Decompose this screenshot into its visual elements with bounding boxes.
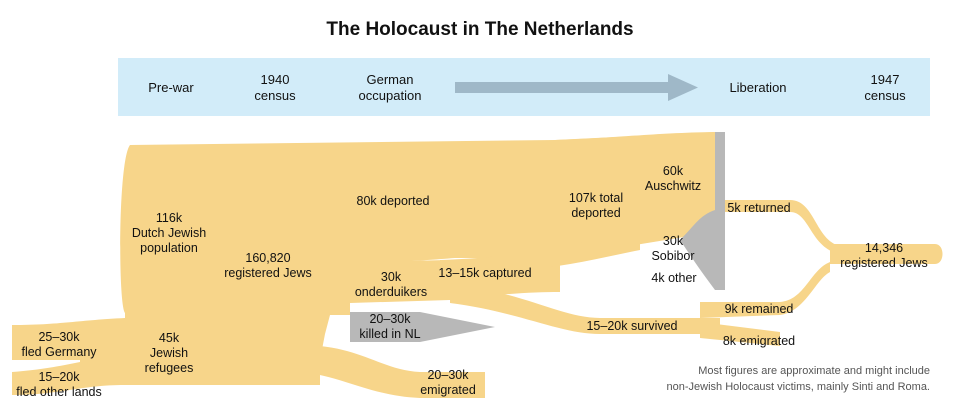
label-fled-germany-line2: fled Germany <box>21 345 97 359</box>
label-returned: 5k returned <box>727 201 790 215</box>
registered-1947-flow <box>830 244 943 264</box>
label-emigrated-8k: 8k emigrated <box>723 334 795 348</box>
label-registered-line1: 160,820 <box>245 251 290 265</box>
label-refugees-line2: Jewish <box>150 346 188 360</box>
survived-flow <box>450 285 720 334</box>
label-fled-other-line1: 15–20k <box>38 370 80 384</box>
label-killed-line1: 20–30k <box>369 312 411 326</box>
label-auschwitz-line1: 60k <box>663 164 684 178</box>
label-remained: 9k remained <box>725 302 794 316</box>
label-total-deported-line1: 107k total <box>569 191 623 205</box>
deported-flow <box>555 132 715 258</box>
emigrated-20-30k-flow <box>300 345 485 398</box>
flow-shapes <box>12 132 943 398</box>
timeline-1947-census-line2: census <box>864 88 906 103</box>
label-onderduikers-line1: 30k <box>381 270 402 284</box>
label-registered-line2: registered Jews <box>224 266 312 280</box>
timeline-1940-census-line2: census <box>254 88 296 103</box>
remained-flow <box>700 262 830 318</box>
label-fled-other-line2: fled other lands <box>16 385 101 399</box>
label-sobibor-line1: 30k <box>663 234 684 248</box>
label-other: 4k other <box>651 271 696 285</box>
diagram-title: The Holocaust in The Netherlands <box>326 19 633 40</box>
label-deported: 80k deported <box>357 194 430 208</box>
timeline-1947-census-line1: 1947 <box>871 72 900 87</box>
timeline-liberation: Liberation <box>729 80 786 95</box>
label-emigrated-line1: 20–30k <box>427 368 469 382</box>
emigrated-8k-flow <box>700 322 780 346</box>
label-killed-line2: killed in NL <box>359 327 420 341</box>
timeline-arrow-icon <box>455 74 698 101</box>
returned-flow <box>715 200 840 254</box>
label-refugees-line3: refugees <box>145 361 194 375</box>
timeline-prewar: Pre-war <box>148 80 194 95</box>
flow-labels: 116k Dutch Jewish population 160,820 reg… <box>16 164 928 399</box>
label-fled-germany-line1: 25–30k <box>38 330 80 344</box>
label-1947-registered-line2: registered Jews <box>840 256 928 270</box>
label-onderduikers-line2: onderduikers <box>355 285 427 299</box>
label-dutch-line1: 116k <box>156 211 183 225</box>
timeline-band: Pre-war 1940 census German occupation Li… <box>118 58 930 116</box>
footnote-line1: Most figures are approximate and might i… <box>698 365 930 377</box>
label-survived: 15–20k survived <box>586 319 677 333</box>
label-dutch-line3: population <box>140 241 198 255</box>
timeline-occupation-line2: occupation <box>359 88 422 103</box>
label-total-deported-line2: deported <box>571 206 620 220</box>
deportation-bar <box>680 132 725 290</box>
label-auschwitz-line2: Auschwitz <box>645 179 701 193</box>
footnote-line2: non-Jewish Holocaust victims, mainly Sin… <box>667 381 931 393</box>
label-sobibor-line2: Sobibor <box>651 249 694 263</box>
label-1947-registered-line1: 14,346 <box>865 241 903 255</box>
loss-shapes <box>350 132 725 342</box>
label-emigrated-line2: emigrated <box>420 383 476 397</box>
label-refugees-line1: 45k <box>159 331 180 345</box>
timeline-occupation-line1: German <box>367 72 414 87</box>
killed-in-nl-wedge <box>350 312 495 342</box>
timeline-1940-census-line1: 1940 <box>261 72 290 87</box>
label-captured: 13–15k captured <box>438 266 531 280</box>
captured-flow <box>440 233 640 275</box>
refugees-flow <box>12 318 320 395</box>
label-dutch-line2: Dutch Jewish <box>132 226 206 240</box>
footnote: Most figures are approximate and might i… <box>667 365 931 393</box>
